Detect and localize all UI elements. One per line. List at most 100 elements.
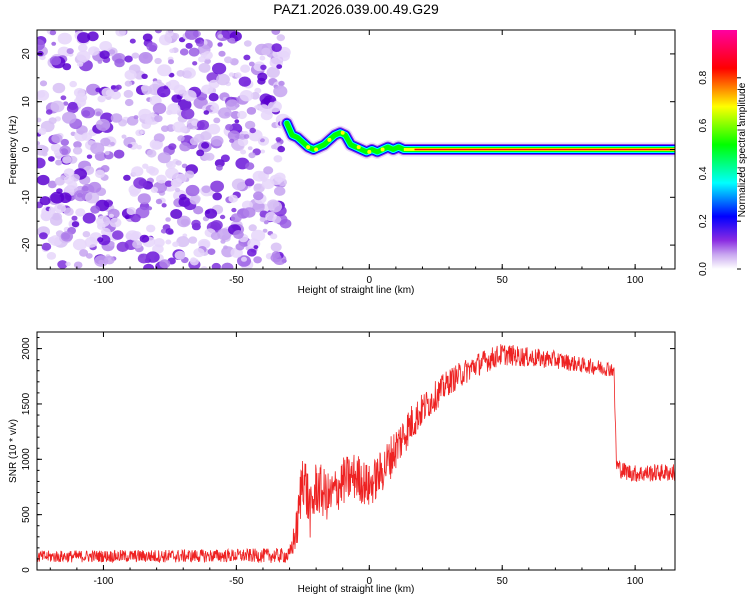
x-tick-label: -100 xyxy=(93,275,113,286)
noise-blob xyxy=(229,138,235,143)
figure-title: PAZ1.2026.039.00.49.G29 xyxy=(273,1,439,17)
noise-blob xyxy=(57,260,68,269)
noise-blob xyxy=(203,110,210,115)
noise-blob xyxy=(37,174,50,186)
noise-blob xyxy=(216,73,230,86)
noise-blob xyxy=(244,178,255,187)
noise-blob xyxy=(115,30,126,37)
noise-blob xyxy=(228,194,238,203)
noise-blob xyxy=(156,174,167,184)
noise-blob xyxy=(95,111,102,116)
noise-blob xyxy=(220,154,230,163)
noise-blob xyxy=(112,230,124,240)
noise-blob xyxy=(176,215,191,228)
noise-blob xyxy=(132,240,143,249)
noise-blob xyxy=(276,34,285,42)
noise-blob xyxy=(160,228,167,234)
noise-blob xyxy=(210,135,224,147)
noise-blob xyxy=(76,50,91,63)
noise-blob xyxy=(176,70,185,77)
noise-blob xyxy=(48,117,57,125)
noise-blob xyxy=(275,137,282,142)
noise-blob xyxy=(174,250,186,260)
noise-blob xyxy=(263,220,269,225)
noise-blob xyxy=(179,48,189,56)
noise-blob xyxy=(110,85,116,90)
noise-blob xyxy=(192,61,198,66)
noise-blob xyxy=(201,185,211,194)
noise-blob xyxy=(39,80,48,87)
noise-blob xyxy=(82,212,96,224)
noise-blob xyxy=(191,219,201,228)
noise-blob xyxy=(219,214,226,220)
noise-blob xyxy=(262,228,268,233)
noise-blob xyxy=(253,256,262,264)
noise-blob xyxy=(101,227,111,237)
ridge-peak xyxy=(340,130,345,135)
x-tick-label: 0 xyxy=(367,275,373,286)
colorbar-label: Normalized spectral amplitude xyxy=(737,82,748,217)
noise-blob xyxy=(141,73,148,80)
snr-ylabel: SNR (10 * v/v) xyxy=(8,419,19,483)
noise-blob xyxy=(167,103,181,115)
colorbar: 0.0 0.2 0.4 0.6 0.8 Normalized spectral ampl… xyxy=(698,30,748,276)
noise-blob xyxy=(190,257,197,263)
x-tick-label: -50 xyxy=(229,275,244,286)
noise-blob xyxy=(97,222,106,230)
noise-blob xyxy=(130,213,141,223)
noise-blob xyxy=(157,86,171,98)
noise-blob xyxy=(101,127,106,132)
colorbar-tick-label: 0.0 xyxy=(698,262,709,276)
noise-blob xyxy=(175,187,181,193)
noise-blob xyxy=(241,256,247,262)
noise-blob xyxy=(273,85,288,98)
noise-blob xyxy=(243,40,252,47)
noise-blob xyxy=(127,143,133,148)
noise-blob xyxy=(49,30,57,36)
noise-blob xyxy=(244,120,256,130)
noise-blob xyxy=(50,100,65,113)
noise-blob xyxy=(62,156,72,164)
noise-blob xyxy=(225,124,234,131)
noise-blob xyxy=(234,119,240,124)
noise-blob xyxy=(196,119,210,131)
colorbar-tick-label: 0.2 xyxy=(698,214,709,228)
noise-blob xyxy=(154,57,162,65)
noise-blob xyxy=(196,149,205,157)
colorbar-gradient xyxy=(712,30,737,269)
noise-blob xyxy=(271,43,282,52)
y-tick-label: 2000 xyxy=(21,337,32,360)
noise-blob xyxy=(266,66,280,78)
noise-blob xyxy=(247,248,257,257)
noise-blob xyxy=(39,196,51,206)
noise-blob xyxy=(133,177,148,189)
noise-blob xyxy=(181,163,188,169)
noise-blob xyxy=(142,163,149,169)
noise-blob xyxy=(37,89,50,101)
y-tick-label: 20 xyxy=(21,48,32,60)
noise-blob xyxy=(274,172,286,183)
noise-blob xyxy=(261,47,271,56)
noise-blob xyxy=(259,217,266,223)
noise-blob xyxy=(271,251,281,259)
noise-blob xyxy=(155,198,163,205)
noise-blob xyxy=(109,141,115,146)
noise-blob xyxy=(179,142,191,152)
noise-blob xyxy=(194,133,205,143)
noise-blob xyxy=(198,56,206,63)
noise-blob xyxy=(183,90,197,102)
noise-blob xyxy=(189,195,200,205)
snr-frame xyxy=(36,331,676,571)
noise-blob xyxy=(210,105,217,111)
noise-blob xyxy=(165,30,174,37)
noise-blob xyxy=(97,95,106,103)
y-tick-label: 10 xyxy=(21,96,32,108)
noise-blob xyxy=(45,216,51,221)
noise-blob xyxy=(185,42,193,49)
noise-blob xyxy=(210,220,223,231)
noise-blob xyxy=(50,191,65,204)
noise-blob xyxy=(246,107,257,115)
noise-blob xyxy=(129,38,136,44)
